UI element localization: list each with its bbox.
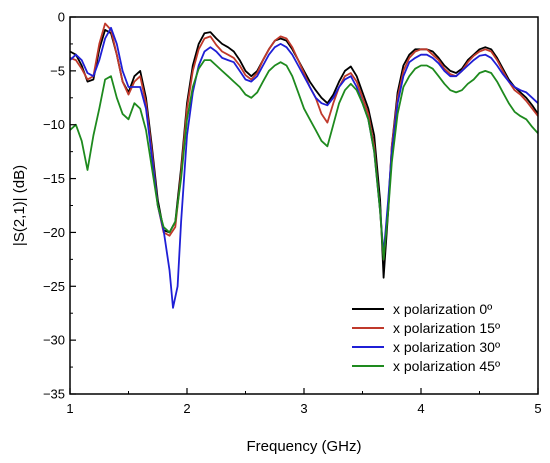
legend-label-4: x polarization 45º: [393, 358, 500, 374]
x-tick-label: 3: [300, 401, 307, 416]
x-tick-label: 2: [183, 401, 190, 416]
y-tick-label: −35: [43, 387, 65, 402]
y-axis-title: |S(2,1)| (dB): [11, 165, 28, 246]
y-tick-label: −30: [43, 333, 65, 348]
x-tick-label: 5: [534, 401, 541, 416]
legend-label-3: x polarization 30º: [393, 339, 500, 355]
y-tick-label: −25: [43, 279, 65, 294]
series-line-4: [69, 59, 539, 261]
x-axis-ticks: 1 2 3 4 5: [66, 388, 542, 416]
series-line-1: [69, 29, 539, 279]
y-tick-label: 0: [58, 10, 65, 25]
x-axis-title: Frequency (GHz): [246, 438, 361, 455]
series-layer: [69, 22, 539, 309]
series-line-3: [69, 26, 539, 309]
legend-label-1: x polarization 0º: [393, 301, 492, 317]
y-tick-label: −15: [43, 171, 65, 186]
y-axis-ticks: 0 −5 −10 −15 −20 −25 −30 −35: [43, 10, 76, 402]
legend-label-2: x polarization 15º: [393, 320, 500, 336]
y-tick-label: −5: [50, 63, 65, 78]
y-tick-label: −20: [43, 225, 65, 240]
x-tick-label: 4: [417, 401, 424, 416]
y-tick-label: −10: [43, 117, 65, 132]
x-tick-label: 1: [66, 401, 73, 416]
legend: x polarization 0º x polarization 15º x pol…: [352, 301, 500, 374]
